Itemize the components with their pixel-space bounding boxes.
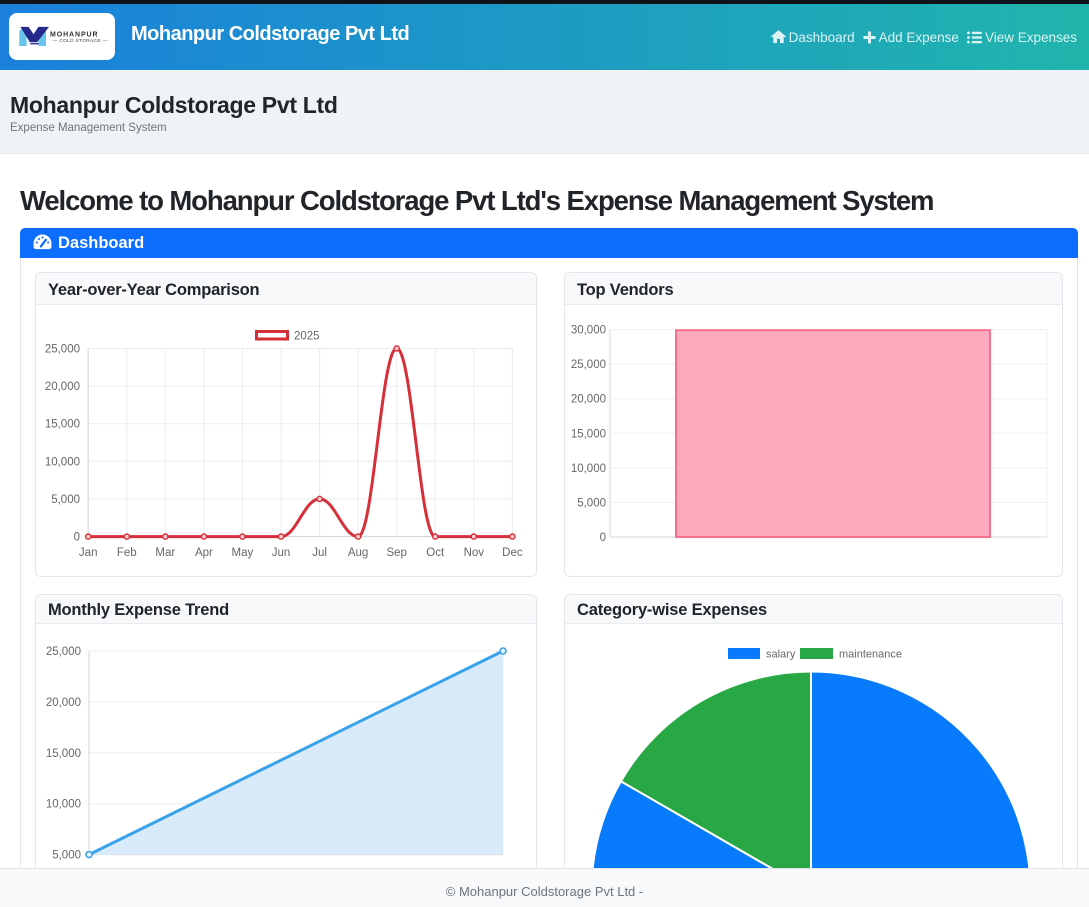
svg-text:Sep: Sep (386, 547, 406, 559)
svg-text:Mar: Mar (155, 547, 175, 559)
svg-text:10,000: 10,000 (46, 799, 81, 811)
svg-text:May: May (232, 547, 254, 559)
svg-text:maintenance: maintenance (839, 649, 902, 661)
svg-text:20,000: 20,000 (46, 697, 81, 709)
svg-text:25,000: 25,000 (46, 646, 81, 658)
svg-text:10,000: 10,000 (571, 463, 606, 475)
svg-text:15,000: 15,000 (571, 428, 606, 440)
svg-text:20,000: 20,000 (45, 381, 80, 393)
svg-text:Jul: Jul (312, 547, 327, 559)
svg-text:Nov: Nov (464, 547, 485, 559)
svg-text:5,000: 5,000 (52, 850, 81, 862)
svg-text:5,000: 5,000 (51, 494, 80, 506)
svg-text:Jan: Jan (79, 547, 98, 559)
svg-text:0: 0 (600, 532, 606, 544)
svg-text:30,000: 30,000 (571, 325, 606, 337)
svg-text:15,000: 15,000 (45, 419, 80, 431)
svg-text:0: 0 (74, 532, 80, 544)
svg-text:25,000: 25,000 (45, 343, 80, 355)
svg-text:Jun: Jun (272, 547, 291, 559)
svg-text:Aug: Aug (348, 547, 368, 559)
svg-text:Feb: Feb (117, 547, 137, 559)
svg-text:20,000: 20,000 (571, 394, 606, 406)
svg-text:salary: salary (766, 649, 796, 661)
svg-text:MOHANPUR: MOHANPUR (50, 31, 98, 38)
svg-text:— COLD STORAGE —: — COLD STORAGE — (53, 38, 108, 44)
svg-text:Oct: Oct (426, 547, 445, 559)
svg-text:25,000: 25,000 (571, 359, 606, 371)
svg-text:15,000: 15,000 (46, 748, 81, 760)
svg-text:2025: 2025 (294, 331, 320, 343)
svg-text:Dec: Dec (502, 547, 523, 559)
svg-text:5,000: 5,000 (577, 497, 606, 509)
svg-text:10,000: 10,000 (45, 456, 80, 468)
svg-text:Apr: Apr (195, 547, 213, 559)
